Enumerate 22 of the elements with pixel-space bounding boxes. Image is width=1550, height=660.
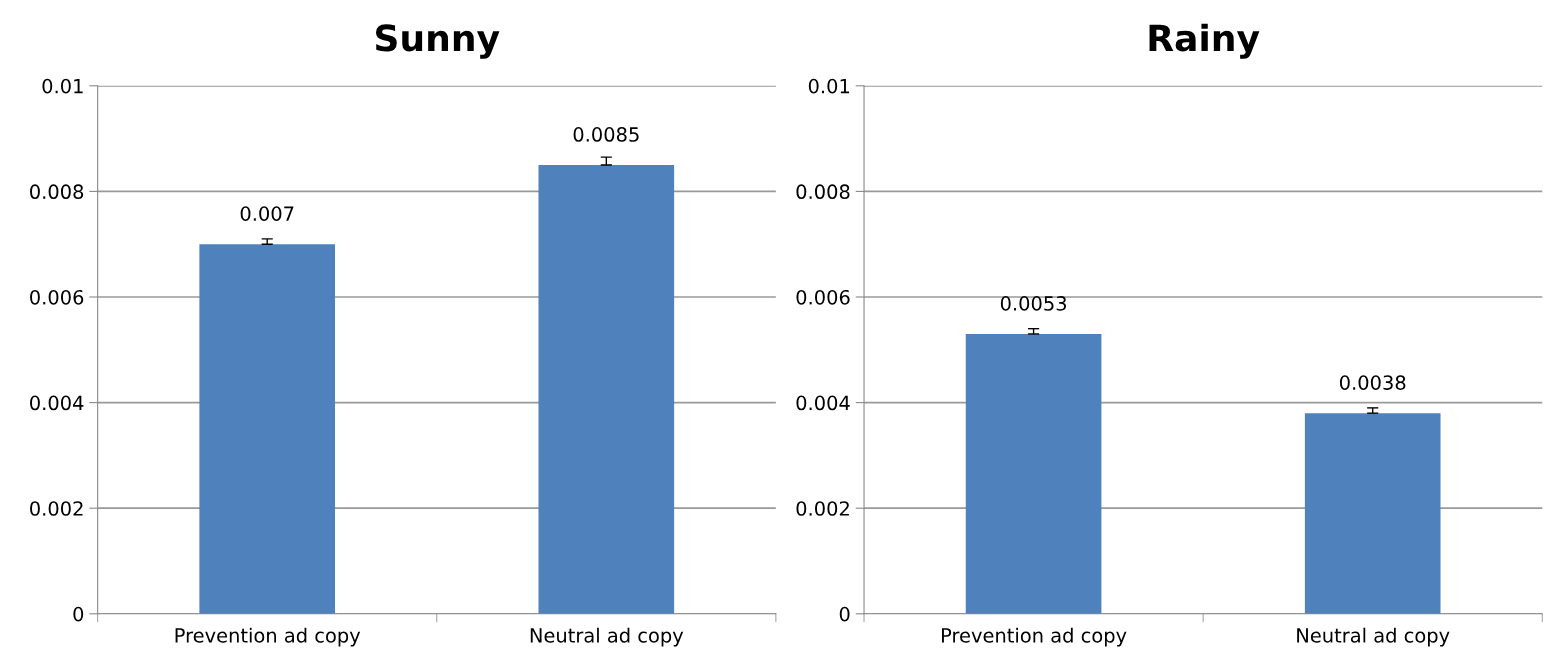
- data-label: 0.0053: [1000, 296, 1067, 311]
- data-label: 0.007: [240, 206, 294, 221]
- data-label: 0.0038: [1339, 375, 1406, 390]
- x-tick-label: Prevention ad copy: [941, 627, 1127, 647]
- y-tick-label: 0.01: [808, 78, 850, 94]
- chart-title: Sunny: [376, 24, 500, 59]
- y-tick-label: 0: [839, 606, 850, 622]
- y-tick-label: 0.004: [796, 395, 850, 411]
- y-tick-label: 0.006: [796, 289, 850, 305]
- data-label: 0.0085: [573, 127, 639, 142]
- y-tick-label: 0: [73, 606, 84, 622]
- y-tick-label: 0.002: [30, 501, 83, 516]
- y-tick-label: 0.01: [42, 78, 83, 94]
- x-tick-label: Neutral ad copy: [530, 627, 684, 647]
- y-tick-label: 0.002: [796, 501, 849, 516]
- y-tick-label: 0.008: [30, 184, 84, 200]
- x-tick-label: Neutral ad copy: [1297, 627, 1450, 647]
- y-tick-label: 0.006: [30, 289, 84, 305]
- chart-title: Rainy: [1149, 23, 1260, 59]
- y-tick-label: 0.004: [30, 395, 84, 411]
- y-tick-label: 0.008: [796, 184, 850, 200]
- x-tick-label: Prevention ad copy: [175, 627, 361, 647]
